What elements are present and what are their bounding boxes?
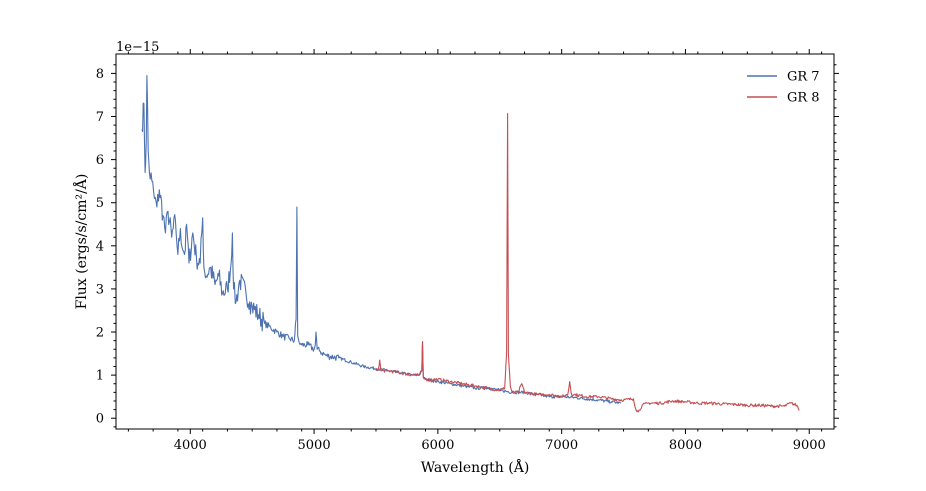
legend: GR 7 GR 8: [747, 70, 820, 106]
plot-lines: [141, 75, 800, 413]
y-tick-label: 5: [96, 196, 104, 211]
legend-label-gr7: GR 7: [787, 70, 820, 85]
x-tick-label: 7000: [545, 438, 578, 453]
x-tick-label: 4000: [174, 438, 207, 453]
series-line-gr7: [141, 75, 622, 405]
y-tick-label: 0: [96, 412, 104, 427]
y-axis-offset-text: 1e−15: [116, 40, 159, 55]
x-tick-label: 6000: [421, 438, 454, 453]
x-tick-label: 9000: [793, 438, 826, 453]
y-axis-ticks: 0 1 2 3 4 5 6 7 8: [96, 64, 839, 428]
y-axis-label: Flux (ergs/s/cm²/Å): [72, 174, 90, 310]
y-tick-label: 1: [96, 369, 104, 384]
legend-label-gr8: GR 8: [787, 91, 820, 106]
y-tick-label: 3: [96, 282, 104, 297]
y-tick-label: 7: [96, 110, 104, 125]
y-tick-label: 6: [96, 153, 104, 168]
y-tick-label: 8: [96, 67, 104, 82]
series-line-gr8: [375, 112, 800, 413]
y-tick-label: 2: [96, 326, 104, 341]
x-tick-label: 8000: [669, 438, 702, 453]
x-axis-label: Wavelength (Å): [421, 458, 530, 476]
x-axis-ticks: 4000 5000 6000 7000 8000 9000: [127, 49, 826, 453]
plot-frame: [115, 53, 835, 430]
x-tick-label: 5000: [298, 438, 331, 453]
y-tick-label: 4: [96, 239, 104, 254]
